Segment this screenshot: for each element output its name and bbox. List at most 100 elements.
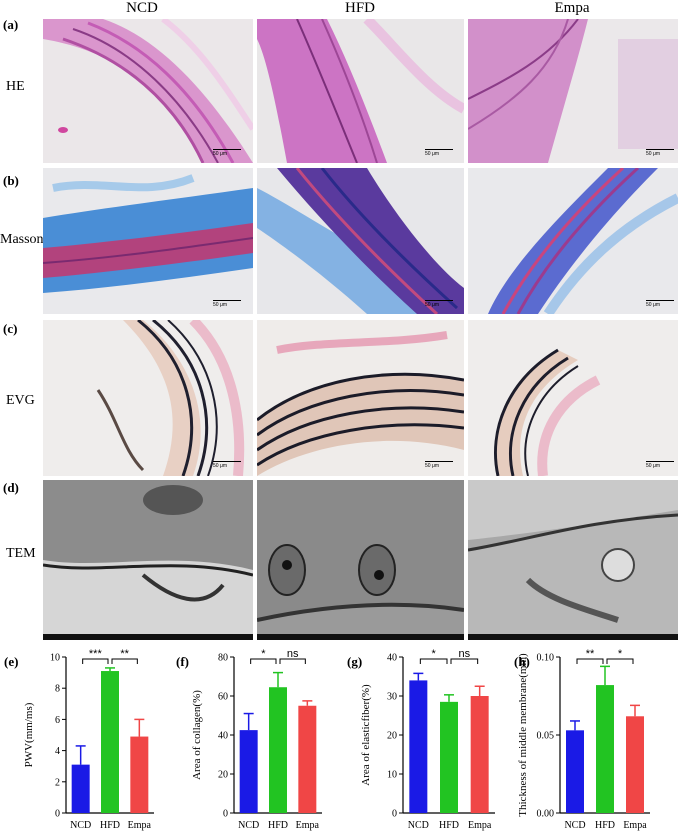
scale-bar: 50 μm <box>213 300 241 308</box>
significance-bracket <box>82 658 109 664</box>
bar-empa <box>298 705 317 813</box>
significance-bracket <box>606 658 634 664</box>
panel-label-b: (b) <box>3 173 19 188</box>
significance-bracket <box>279 658 306 664</box>
masson-empa-image: 50 μm <box>468 168 678 314</box>
row-label-evg: EVG <box>6 393 35 408</box>
bar-empa <box>130 736 149 813</box>
tem-empa-image <box>468 480 678 640</box>
x-tick-label: HFD <box>595 820 615 831</box>
significance-bracket <box>111 658 138 664</box>
scale-bar: 50 μm <box>646 300 674 308</box>
panel-label-c: (c) <box>3 321 18 336</box>
significance-bracket <box>450 658 479 664</box>
y-tick-label: 20 <box>387 731 397 742</box>
significance-label: ** <box>586 648 595 660</box>
x-tick-label: Empa <box>468 820 492 831</box>
y-tick-label: 40 <box>387 653 397 664</box>
row-label-he: HE <box>6 79 25 94</box>
significance-label: * <box>618 648 623 660</box>
y-tick-label: 10 <box>387 770 397 781</box>
x-tick-label: Empa <box>623 820 647 831</box>
tem-hfd-image <box>257 480 464 640</box>
masson-hfd-image: 50 μm <box>257 168 464 314</box>
bar-ncd <box>239 730 258 813</box>
col-header-ncd: NCD <box>126 0 158 16</box>
row-label-masson: Masson <box>0 232 44 247</box>
significance-label: *** <box>89 648 103 660</box>
significance-bracket <box>250 658 277 664</box>
tem-ncd-image <box>43 480 253 640</box>
y-tick-label: 0 <box>55 809 60 820</box>
x-tick-label: HFD <box>439 820 459 831</box>
he-empa-image: 50 μm <box>468 19 678 163</box>
y-tick-label: 20 <box>218 770 228 781</box>
significance-label: * <box>261 648 266 660</box>
bar-hfd <box>269 687 287 813</box>
y-tick-label: 4 <box>55 746 60 757</box>
panel-label-e: (e) <box>4 654 19 669</box>
scale-bar: 50 μm <box>425 300 453 308</box>
row-label-tem: TEM <box>6 546 36 561</box>
significance-bracket <box>576 658 604 664</box>
he-hfd-image: 50 μm <box>257 19 464 163</box>
bar-hfd <box>440 701 458 813</box>
x-tick-label: NCD <box>564 820 585 831</box>
elasticfiber-bar-chart: 0 10 20 30 40 Area of elasticfiber(%) NCD HFD Em… <box>360 648 495 831</box>
evg-empa-image: 50 μm <box>468 320 678 476</box>
panel-label-d: (d) <box>3 480 19 495</box>
y-tick-label: 0.10 <box>537 653 555 664</box>
y-tick-label: 10 <box>50 653 60 664</box>
evg-ncd-image: 50 μm <box>43 320 253 476</box>
y-axis-label: Thickness of middle membrane(mm) <box>517 653 529 817</box>
y-tick-label: 0.00 <box>537 809 555 820</box>
x-tick-label: NCD <box>408 820 429 831</box>
scale-bar: 50 μm <box>213 149 241 157</box>
significance-label: ** <box>120 648 129 660</box>
panel-label-a: (a) <box>3 17 19 32</box>
x-tick-label: NCD <box>238 820 259 831</box>
x-tick-label: HFD <box>100 820 120 831</box>
scale-bar: 50 μm <box>425 461 453 469</box>
significance-label: ns <box>459 648 471 660</box>
x-tick-label: HFD <box>268 820 288 831</box>
y-tick-label: 40 <box>218 731 228 742</box>
significance-label: ns <box>287 648 299 660</box>
y-axis-label: Area of collagen(%) <box>191 690 203 780</box>
scale-bar: 50 μm <box>646 461 674 469</box>
bar-empa <box>626 716 644 813</box>
collagen-bar-chart: 0 20 40 60 80 Area of collagen(%) NCD HFD Empa * n… <box>191 648 322 831</box>
y-tick-label: 8 <box>55 684 60 695</box>
bar-ncd <box>409 680 428 813</box>
y-tick-label: 30 <box>387 692 397 703</box>
significance-label: * <box>432 648 437 660</box>
x-tick-label: Empa <box>128 820 152 831</box>
bar-ncd <box>71 764 90 813</box>
bar-hfd <box>101 671 119 813</box>
y-tick-label: 0 <box>223 809 228 820</box>
col-header-hfd: HFD <box>344 0 375 16</box>
he-ncd-image: 50 μm <box>43 19 253 163</box>
panel-label-g: (g) <box>347 654 363 669</box>
bar-ncd <box>566 730 584 813</box>
bar-empa <box>470 696 489 813</box>
x-tick-label: NCD <box>70 820 91 831</box>
bar-hfd <box>596 685 614 813</box>
panel-label-f: (f) <box>176 654 189 669</box>
masson-ncd-image: 50 μm <box>43 168 253 314</box>
x-tick-label: Empa <box>296 820 320 831</box>
y-tick-label: 60 <box>218 692 228 703</box>
scale-bar: 50 μm <box>213 461 241 469</box>
y-tick-label: 6 <box>55 715 60 726</box>
y-tick-label: 80 <box>218 653 228 664</box>
y-tick-label: 0.05 <box>537 731 555 742</box>
scale-bar: 50 μm <box>425 149 453 157</box>
evg-hfd-image: 50 μm <box>257 320 464 476</box>
panel-label-h: (h) <box>514 654 530 669</box>
significance-bracket <box>419 658 448 664</box>
col-header-empa: Empa <box>554 0 590 16</box>
y-axis-label: PWV(mm/ms) <box>23 702 35 767</box>
y-tick-label: 0 <box>392 809 397 820</box>
scale-bar: 50 μm <box>646 149 674 157</box>
